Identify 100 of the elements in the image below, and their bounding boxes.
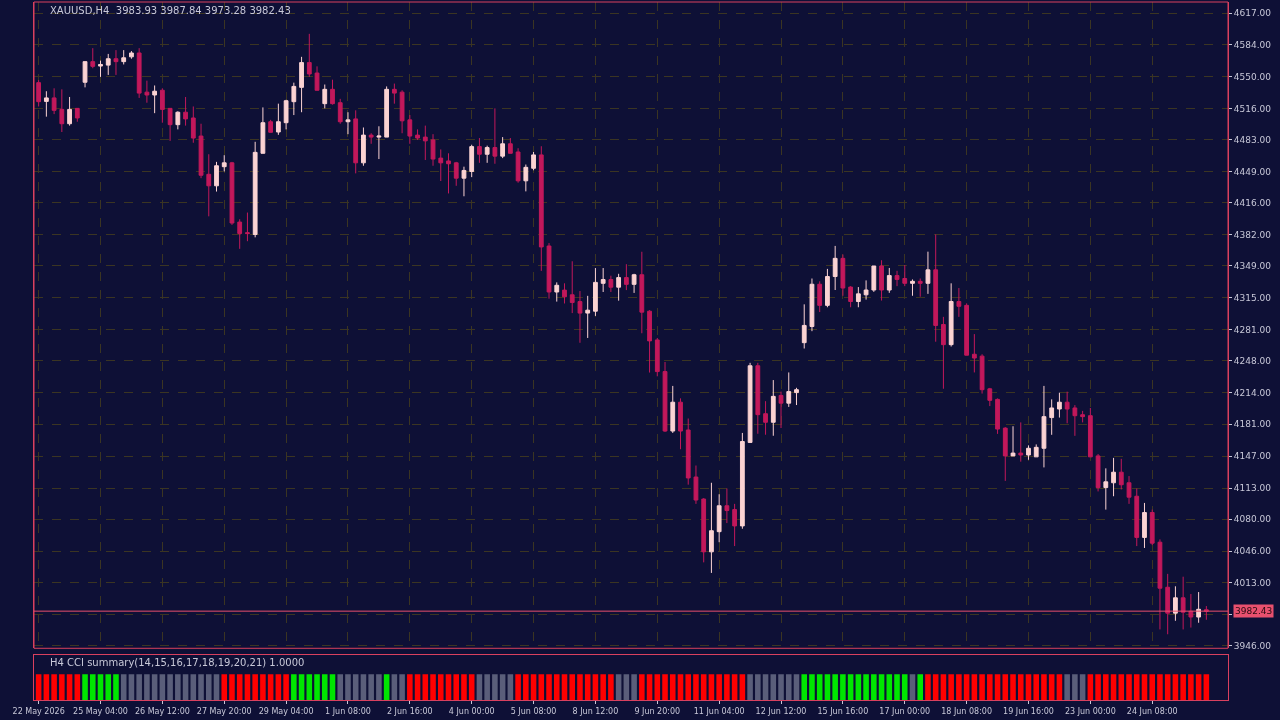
- candlestick: [1080, 410, 1086, 423]
- candlestick: [732, 503, 738, 547]
- y-tick-label: 4046.00: [1233, 546, 1272, 557]
- candlestick: [1033, 443, 1039, 458]
- candlestick: [229, 161, 235, 226]
- candlestick: [1142, 502, 1147, 549]
- candlestick: [840, 253, 846, 297]
- candlestick: [523, 164, 529, 192]
- x-tick-label: 2 Jun 16:00: [386, 706, 433, 716]
- candlestick: [322, 84, 328, 109]
- y-tick-label: 3946.00: [1233, 640, 1272, 651]
- candlestick: [515, 147, 521, 184]
- candlestick: [1157, 538, 1163, 630]
- candlestick: [1149, 509, 1155, 546]
- candlestick: [941, 316, 946, 390]
- candlestick: [770, 379, 776, 437]
- x-tick-label: 1 Jun 08:00: [325, 706, 371, 716]
- y-tick-label: 4080.00: [1233, 514, 1272, 525]
- candlestick: [275, 103, 281, 136]
- x-tick-label: 17 Jun 00:00: [879, 706, 931, 716]
- candlestick: [337, 98, 343, 125]
- y-tick-label: 4516.00: [1233, 103, 1272, 114]
- candlestick: [925, 251, 931, 295]
- candlestick: [902, 264, 908, 287]
- candlestick: [1095, 453, 1101, 492]
- candlestick: [546, 242, 552, 300]
- y-tick-label: 4181.00: [1233, 419, 1272, 430]
- candlestick: [1126, 475, 1132, 505]
- candlestick: [214, 161, 219, 193]
- x-tick-label: 18 Jun 08:00: [941, 706, 993, 716]
- y-tick-label: 4013.00: [1233, 577, 1272, 588]
- candlestick: [500, 136, 506, 159]
- candlestick: [1057, 392, 1062, 419]
- candlestick: [910, 278, 915, 297]
- y-tick-label: 4584.00: [1233, 39, 1272, 50]
- x-tick-label: 22 May 2026: [12, 706, 65, 716]
- candlestick: [809, 278, 815, 332]
- candlestick: [1072, 404, 1078, 437]
- candlestick: [422, 125, 428, 161]
- candlestick: [616, 273, 622, 302]
- candlestick: [361, 126, 366, 167]
- candlestick: [987, 387, 993, 407]
- y-tick-label: 4449.00: [1233, 166, 1272, 177]
- candlestick: [964, 302, 970, 356]
- candlestick: [585, 295, 591, 339]
- candlestick: [129, 50, 134, 60]
- candlestick: [1010, 425, 1016, 457]
- x-tick-label: 26 May 12:00: [134, 706, 190, 716]
- x-tick-label: 24 Jun 08:00: [1126, 706, 1178, 716]
- candlestick: [82, 61, 88, 88]
- candlestick: [778, 391, 784, 429]
- x-tick-label: 9 Jun 20:00: [634, 706, 681, 716]
- x-tick-label: 15 Jun 16:00: [817, 706, 869, 716]
- candlestick: [562, 282, 567, 304]
- candlestick: [917, 278, 923, 298]
- y-tick-label: 4416.00: [1233, 197, 1272, 208]
- candlestick: [701, 497, 707, 563]
- candlestick: [894, 270, 900, 287]
- candlestick: [825, 268, 830, 308]
- candlestick: [484, 145, 490, 164]
- x-tick-label: 12 Jun 12:00: [755, 706, 807, 716]
- candlestick: [956, 287, 962, 318]
- y-tick-label: 4550.00: [1233, 71, 1272, 82]
- chart-title: H4 CCI summary(14,15,16,17,18,19,20,21) 1.0000: [50, 657, 305, 668]
- candlestick: [446, 152, 451, 194]
- candlestick: [739, 432, 745, 530]
- candlestick: [724, 488, 730, 524]
- candlestick: [608, 275, 614, 293]
- x-tick-label: 29 May 04:00: [258, 706, 314, 716]
- y-tick-label: 4113.00: [1233, 483, 1272, 494]
- x-tick-label: 5 Jun 08:00: [510, 706, 557, 716]
- candlestick: [345, 111, 351, 135]
- candlestick: [600, 267, 606, 293]
- candlestick: [136, 47, 142, 99]
- candlestick: [51, 87, 57, 115]
- candlestick: [631, 273, 637, 294]
- candlestick: [461, 166, 467, 197]
- candlestick: [90, 47, 96, 69]
- candlestick: [1087, 407, 1093, 458]
- x-tick-label: 27 May 20:00: [196, 706, 252, 716]
- candlestick: [801, 303, 807, 350]
- candlestick: [577, 290, 583, 344]
- candlestick: [747, 362, 753, 443]
- candlestick: [693, 465, 699, 505]
- candlestick: [144, 80, 150, 104]
- candlestick: [368, 132, 374, 145]
- y-tick-label: 4349.00: [1233, 260, 1272, 271]
- candlestick: [948, 282, 954, 348]
- candlestick: [995, 397, 1000, 435]
- candlestick: [685, 418, 691, 486]
- candlestick: [492, 107, 498, 165]
- candlestick: [59, 88, 65, 133]
- candlestick: [1018, 421, 1024, 463]
- candlestick: [407, 114, 413, 145]
- candlestick: [1103, 467, 1109, 511]
- candlestick: [971, 333, 977, 373]
- candlestick: [306, 33, 312, 78]
- candlestick: [415, 128, 420, 141]
- candlestick: [538, 145, 544, 272]
- candlestick: [554, 281, 560, 303]
